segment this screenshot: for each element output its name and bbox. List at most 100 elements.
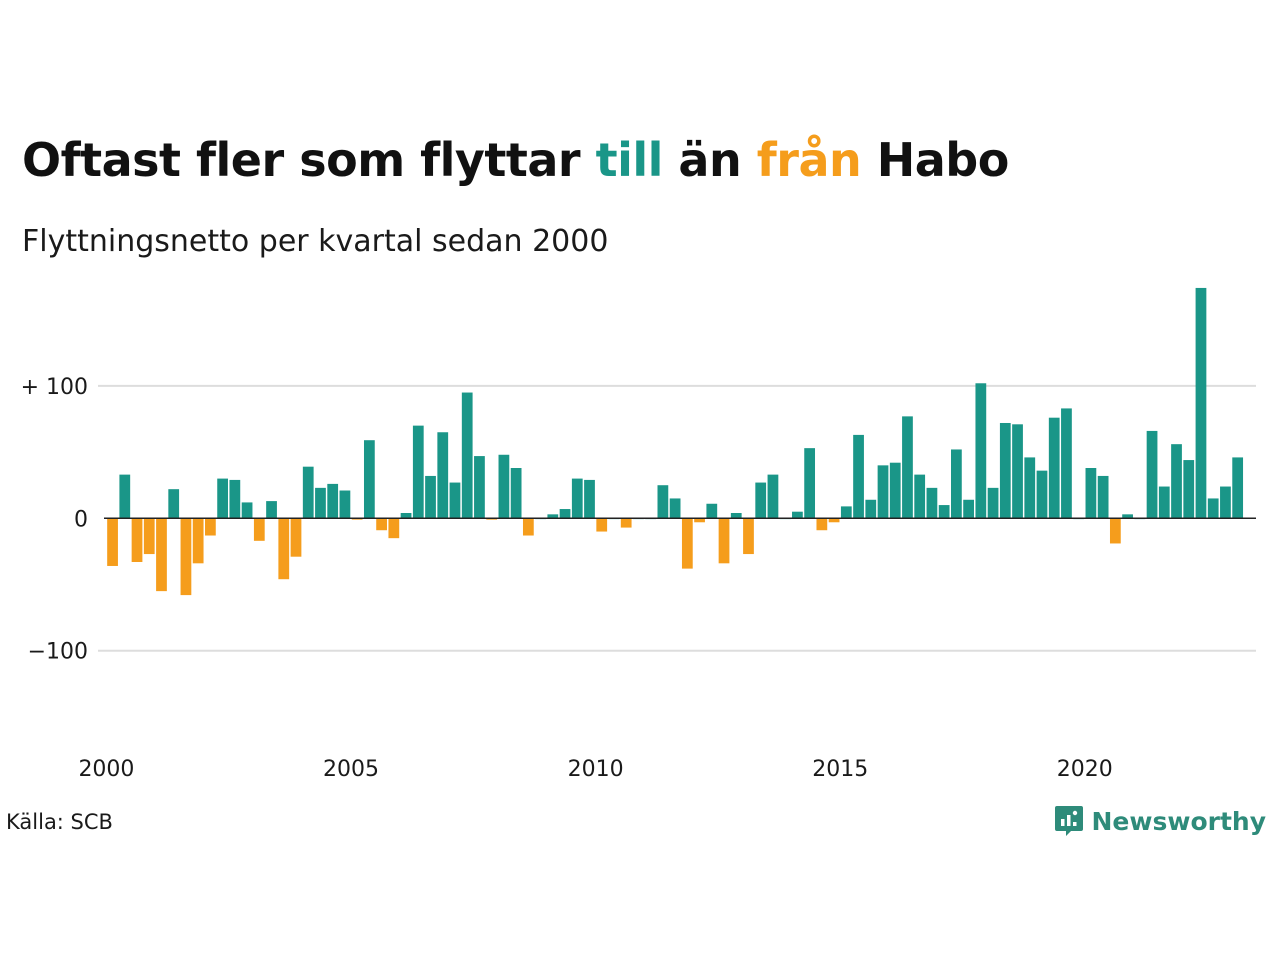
- y-tick-label: −100: [28, 640, 88, 665]
- source-note: Källa: SCB: [6, 810, 113, 834]
- bar: [559, 509, 571, 519]
- bar: [363, 440, 375, 519]
- bar: [694, 518, 705, 523]
- bar: [1146, 430, 1158, 519]
- bar: [437, 432, 449, 519]
- bar: [278, 518, 290, 580]
- bar: [1061, 408, 1072, 519]
- bar: [792, 511, 803, 519]
- bar: [706, 503, 718, 519]
- bar: [119, 474, 131, 519]
- bar: [339, 490, 351, 519]
- bar: [828, 518, 840, 523]
- x-tick-label: 2005: [323, 757, 379, 782]
- bar: [914, 474, 926, 519]
- axis-labels: −100 0 + 100 2000 2005 2010 2015 2020: [21, 375, 1256, 782]
- title-part-1: Oftast fler som flyttar: [22, 133, 596, 187]
- bar: [217, 478, 228, 519]
- bar: [315, 487, 326, 519]
- newsworthy-logo-icon: [1054, 806, 1083, 836]
- bar: [1012, 424, 1023, 519]
- bar: [131, 518, 143, 562]
- bar: [620, 518, 632, 528]
- bar: [681, 518, 693, 569]
- bar: [143, 518, 155, 555]
- bar: [767, 474, 779, 519]
- bar: [975, 383, 987, 519]
- bar: [1220, 486, 1231, 519]
- bar: [963, 499, 974, 519]
- bar: [302, 466, 314, 519]
- bar: [376, 518, 387, 531]
- bar: [987, 487, 999, 519]
- bar: [107, 518, 118, 566]
- bar: [266, 501, 277, 519]
- bars: [107, 287, 1244, 596]
- bar: [804, 448, 816, 519]
- bar: [388, 518, 400, 539]
- bar: [755, 482, 767, 519]
- bar: [205, 518, 216, 536]
- title-part-fran: från: [756, 133, 862, 187]
- bar: [1036, 470, 1048, 519]
- bar: [571, 478, 583, 519]
- y-tick-label: + 100: [21, 375, 88, 400]
- bar: [1085, 468, 1097, 519]
- bar: [1097, 475, 1109, 519]
- bar: [1024, 457, 1036, 519]
- bar: [718, 518, 730, 564]
- bar: [474, 456, 485, 519]
- bar: [1207, 498, 1219, 519]
- bar: [1048, 417, 1060, 519]
- bar: [1232, 457, 1244, 519]
- gridlines: [98, 384, 1256, 652]
- bar: [596, 518, 608, 532]
- bar: [1158, 486, 1170, 519]
- bar: [816, 518, 828, 531]
- bar: [999, 422, 1011, 519]
- y-tick-label: 0: [74, 507, 88, 532]
- chart-title: Oftast fler som flyttar till än från Hab…: [22, 133, 1009, 187]
- bar: [1122, 514, 1133, 519]
- bar: [510, 468, 522, 519]
- bar-chart: −100 0 + 100 2000 2005 2010 2015 2020: [21, 287, 1256, 782]
- bar: [449, 482, 461, 519]
- bar: [951, 449, 962, 519]
- bar: [241, 502, 253, 519]
- title-part-3: Habo: [861, 133, 1010, 187]
- x-tick-label: 2010: [568, 757, 624, 782]
- bar: [938, 505, 950, 519]
- bar: [412, 425, 424, 519]
- bar: [669, 498, 681, 519]
- bar: [229, 479, 241, 519]
- bar: [192, 518, 204, 564]
- bar: [657, 485, 669, 519]
- bar: [730, 513, 742, 519]
- bar: [547, 514, 559, 519]
- bar: [522, 518, 534, 536]
- x-tick-label: 2000: [78, 757, 134, 782]
- bar: [498, 454, 510, 519]
- bar: [877, 465, 889, 519]
- bar: [461, 392, 473, 519]
- bar: [1109, 518, 1121, 544]
- bar: [168, 489, 180, 519]
- x-tick-label: 2015: [812, 757, 868, 782]
- bar: [400, 513, 412, 519]
- bar: [889, 462, 901, 519]
- bar: [902, 416, 913, 519]
- bar: [584, 479, 595, 519]
- bar: [1183, 460, 1195, 519]
- bar: [327, 483, 339, 519]
- x-tick-label: 2020: [1057, 757, 1113, 782]
- bar: [926, 487, 938, 519]
- bar: [840, 506, 852, 519]
- bar: [1171, 444, 1182, 519]
- brand-name: Newsworthy: [1091, 806, 1267, 836]
- title-part-2: än: [662, 133, 757, 187]
- bar: [253, 518, 265, 541]
- bar: [853, 434, 864, 519]
- chart-subtitle: Flyttningsnetto per kvartal sedan 2000: [22, 224, 609, 259]
- brand[interactable]: Newsworthy: [1054, 804, 1267, 838]
- bar: [156, 518, 167, 592]
